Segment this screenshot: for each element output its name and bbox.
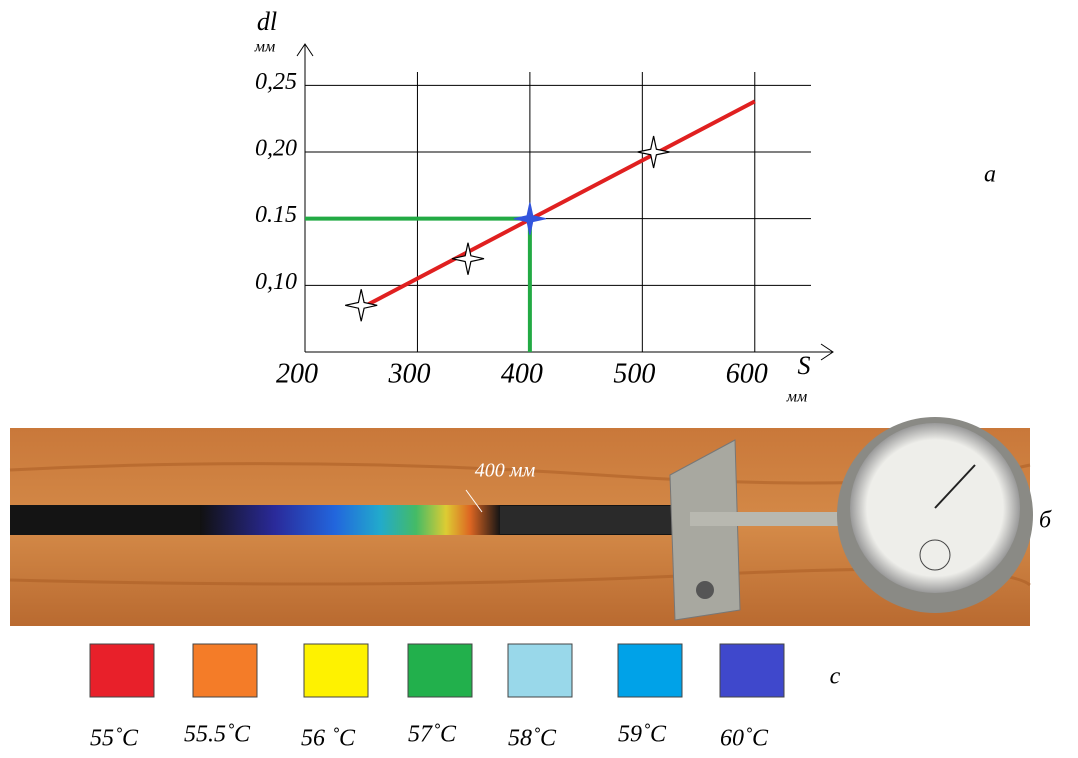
color-swatch	[408, 644, 472, 697]
annotation: 400 мм	[475, 460, 536, 482]
swatch-label: 58˚C	[508, 726, 557, 752]
x-axis-unit: мм	[786, 389, 807, 406]
color-swatch	[508, 644, 572, 697]
swatch-label: 55.5˚C	[184, 722, 251, 748]
thermochromic-zone	[200, 505, 500, 535]
gauge-stem	[690, 512, 840, 526]
y-tick-label: 0,10	[255, 269, 297, 295]
x-tick-label: 300	[387, 358, 430, 389]
y-tick-label: 0,25	[255, 69, 297, 95]
color-swatch	[720, 644, 784, 697]
data-point	[345, 289, 377, 321]
color-swatch	[304, 644, 368, 697]
swatch-label: 56 ˚C	[301, 726, 356, 752]
y-axis-label: dl	[257, 7, 277, 36]
chart-a: 200 300 400 500 600 0,10 0.15 0,20 0,25 dl мм Sмм а	[254, 7, 996, 406]
y-tick-label: 0.15	[255, 202, 297, 228]
x-tick-label: 400	[501, 358, 543, 389]
color-scale: с 55˚C 55.5˚C 56 ˚C 57˚C 58˚C 59˚C 60˚C	[90, 644, 841, 752]
series-line	[361, 101, 755, 308]
swatch-label: 60˚C	[720, 726, 769, 752]
photo-b: 400 мм б	[10, 417, 1052, 626]
x-tick-label: 600	[726, 358, 768, 389]
color-swatch	[193, 644, 257, 697]
panel-label: с	[830, 664, 841, 690]
x-axis-label: S	[798, 351, 811, 380]
swatch-label: 55˚C	[90, 726, 139, 752]
x-tick-label: 500	[613, 358, 655, 389]
panel-label: б	[1039, 508, 1052, 534]
swatch-label: 57˚C	[408, 722, 457, 748]
swatch-label: 59˚C	[618, 722, 667, 748]
color-swatch	[618, 644, 682, 697]
figure: 2003004005006000,100.150,200,25dlммSмма …	[0, 0, 1078, 758]
rod-coating	[500, 506, 690, 534]
y-tick-label: 0,20	[255, 136, 297, 162]
panel-label: а	[984, 162, 996, 188]
color-swatch	[90, 644, 154, 697]
x-tick-label: 200	[276, 358, 318, 389]
data-point	[514, 203, 546, 235]
bracket-hole	[696, 581, 714, 599]
y-axis-unit: мм	[254, 39, 275, 56]
